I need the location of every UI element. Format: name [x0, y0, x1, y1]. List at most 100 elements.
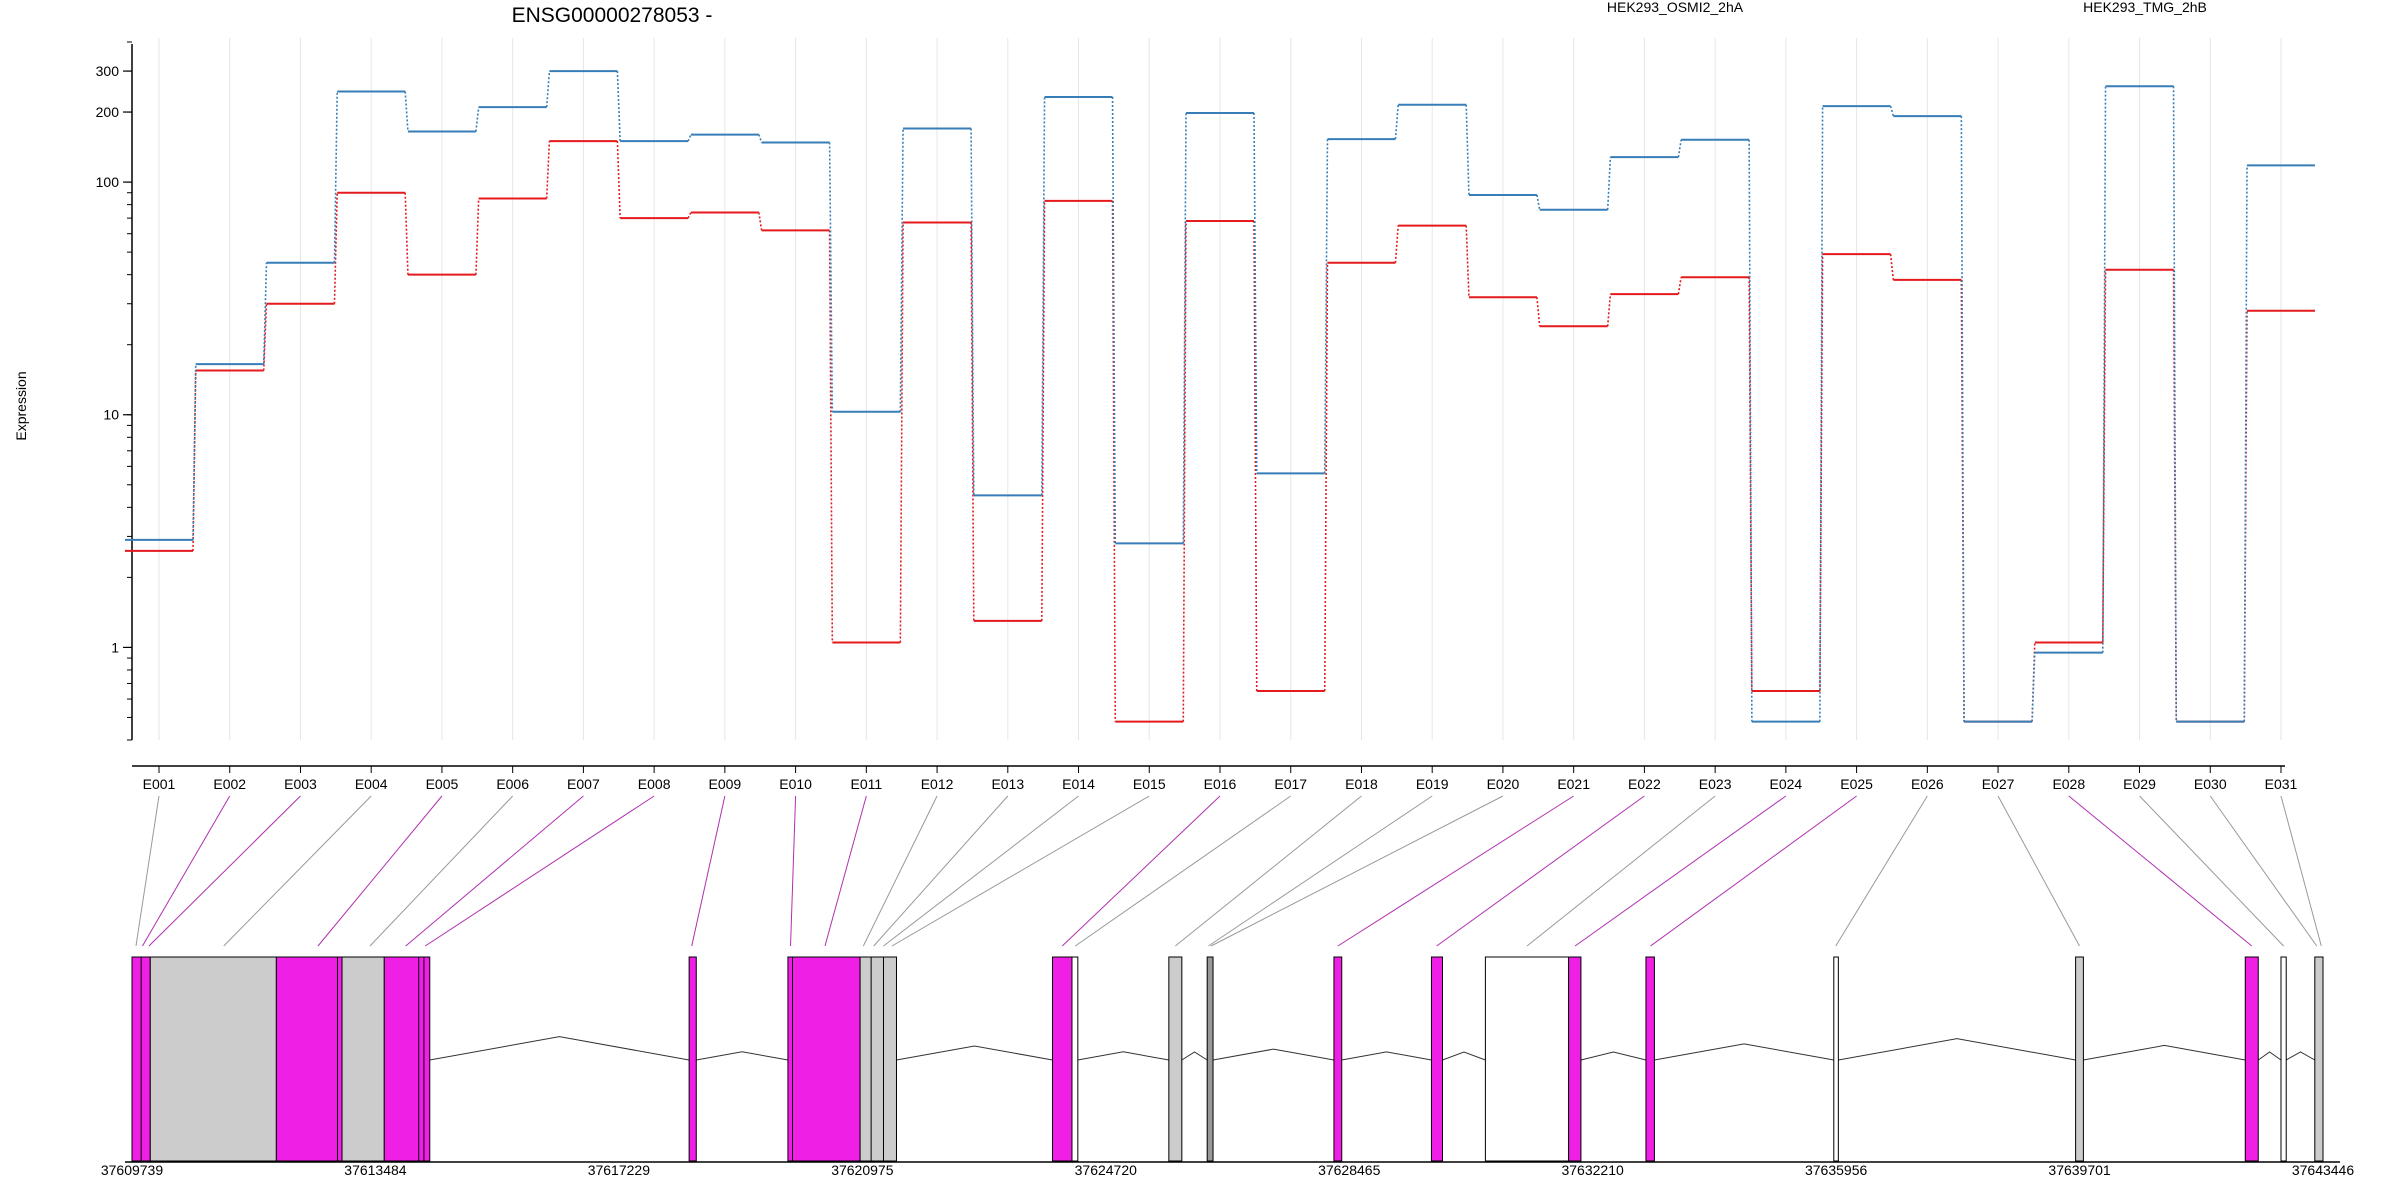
- exon-box: [149, 956, 277, 1162]
- exon-box: [1333, 956, 1343, 1162]
- series-connector: [262, 262, 268, 365]
- x-axis: E001 E002 E003 E004 E005 E006 E007 E008 E009 E010…: [132, 765, 2298, 792]
- exon-box: [1430, 956, 1443, 1162]
- connector-e008: [424, 795, 655, 947]
- series-connector: [1394, 104, 1399, 140]
- x-tick-label-e006: E006: [496, 776, 529, 792]
- gene-coordinate-label: 37628465: [1318, 1162, 1381, 1178]
- grid-lines: [158, 38, 2282, 740]
- y-tick-label: 300: [96, 63, 120, 79]
- series-connector: [1606, 157, 1612, 210]
- exon-box: [859, 956, 897, 1162]
- gene-coordinate-label: 37617229: [588, 1162, 651, 1178]
- y-tick-label: 1: [111, 639, 119, 655]
- connector-e020: [1210, 795, 1504, 947]
- x-tick-label-e011: E011: [850, 776, 882, 792]
- exon-box: [1833, 956, 1839, 1162]
- gene-coordinate-label: 37643446: [2292, 1162, 2355, 1178]
- series-connector: [475, 198, 480, 275]
- series-connector: [404, 91, 409, 132]
- intron: [1580, 1051, 1647, 1061]
- x-tick-label-e017: E017: [1274, 776, 1307, 792]
- exon-box: [275, 956, 343, 1162]
- exon-box: [2314, 956, 2324, 1162]
- x-tick-label-e028: E028: [2052, 776, 2085, 792]
- x-tick-label-e029: E029: [2123, 776, 2156, 792]
- series-connector: [1819, 254, 1824, 691]
- x-tick-label-e027: E027: [1982, 776, 2015, 792]
- connector-e027: [1997, 795, 2080, 947]
- exon-box: [1484, 956, 1570, 1162]
- y-tick-label: 10: [103, 407, 119, 423]
- exon-box: [1168, 956, 1183, 1162]
- intron: [696, 1051, 789, 1061]
- connector-e023: [1526, 795, 1716, 947]
- connector-e029: [2139, 795, 2284, 947]
- series-connector: [899, 128, 904, 412]
- x-tick-label-e014: E014: [1062, 776, 1095, 792]
- series-connector: [1606, 294, 1612, 327]
- connector-e021: [1337, 795, 1574, 947]
- series-connector: [1253, 221, 1258, 691]
- x-tick-label-e012: E012: [921, 776, 954, 792]
- connector-e003: [148, 795, 301, 947]
- series-connector: [2172, 86, 2178, 722]
- series-connector: [1323, 262, 1329, 691]
- exon-box: [2075, 956, 2084, 1162]
- series-connector: [1465, 104, 1470, 196]
- gene-coordinate-label: 37613484: [344, 1162, 407, 1178]
- series-connector: [1111, 200, 1117, 722]
- series-connector: [1253, 113, 1258, 474]
- series-connector: [1465, 225, 1470, 298]
- connector-e011: [824, 795, 867, 947]
- series-1: [125, 70, 2315, 723]
- x-tick-label-e019: E019: [1416, 776, 1449, 792]
- series-connector: [616, 141, 621, 219]
- series-connector: [1111, 97, 1117, 544]
- series-connector: [758, 212, 763, 231]
- connector-e007: [405, 795, 584, 947]
- intron: [429, 1036, 690, 1061]
- exon-box: [2280, 956, 2287, 1162]
- series-connector: [1960, 116, 1965, 722]
- x-tick-label-e008: E008: [638, 776, 671, 792]
- x-tick-label-e002: E002: [213, 776, 246, 792]
- series-connector: [1677, 277, 1682, 295]
- exon-box: [688, 956, 697, 1162]
- intron: [1181, 1051, 1208, 1061]
- series-connector: [1748, 277, 1753, 691]
- intron: [1838, 1038, 2076, 1061]
- series-connector: [2031, 652, 2036, 722]
- x-tick-label-e020: E020: [1487, 776, 1520, 792]
- intron: [1442, 1051, 1486, 1061]
- series-connector: [545, 71, 551, 108]
- connector-e024: [1574, 795, 1787, 947]
- series-connector: [404, 192, 409, 275]
- intron: [1341, 1051, 1432, 1061]
- x-tick-label-e015: E015: [1133, 776, 1166, 792]
- series-connector: [1819, 106, 1824, 722]
- series-connector: [828, 142, 834, 412]
- intron: [896, 1045, 1053, 1061]
- connector-e010: [790, 795, 797, 947]
- exon-box: [1568, 956, 1582, 1162]
- x-tick-label-e003: E003: [284, 776, 317, 792]
- series-connector: [333, 91, 338, 263]
- connector-e006: [369, 795, 514, 947]
- connector-e025: [1650, 795, 1857, 947]
- connector-e017: [1074, 795, 1292, 947]
- x-tick-label-e022: E022: [1628, 776, 1661, 792]
- y-tick-label: 100: [96, 174, 120, 190]
- exon-box: [341, 956, 385, 1162]
- intron: [2083, 1044, 2246, 1061]
- intron: [1212, 1048, 1335, 1061]
- x-tick-label-e013: E013: [991, 776, 1024, 792]
- intron: [1077, 1051, 1169, 1061]
- x-tick-label-e007: E007: [567, 776, 600, 792]
- x-tick-label-e026: E026: [1911, 776, 1944, 792]
- gene-coordinate-label: 37620975: [831, 1162, 894, 1178]
- gene-coordinate-label: 37635956: [1805, 1162, 1868, 1178]
- exon-box: [1071, 956, 1079, 1162]
- series-connector: [2031, 642, 2036, 722]
